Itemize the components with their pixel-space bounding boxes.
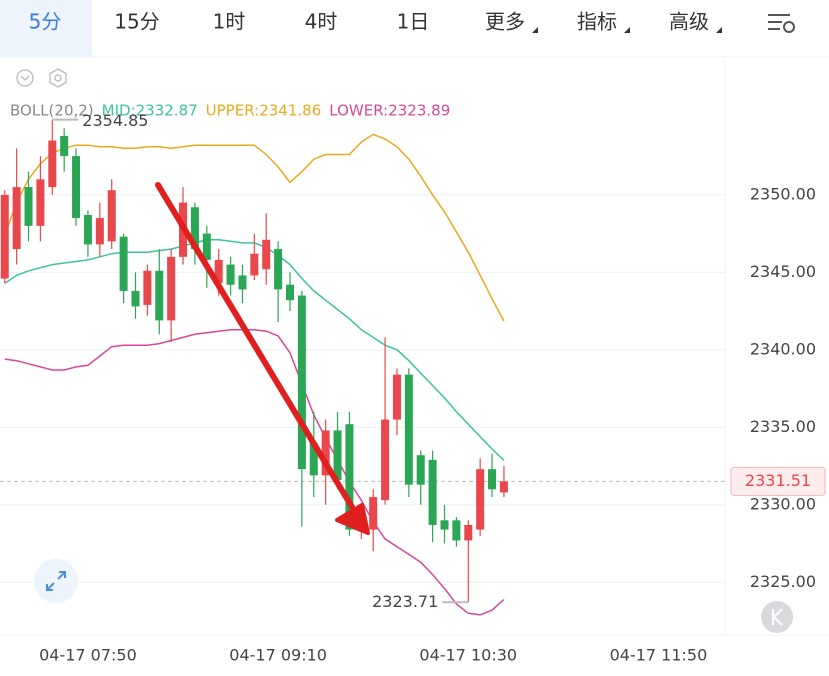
max-marker-label: 2354.85	[82, 111, 148, 130]
candle-body	[155, 270, 164, 321]
trend-arrow	[155, 182, 370, 535]
candle-body	[452, 520, 461, 541]
candle-body	[499, 481, 508, 493]
k-button[interactable]	[761, 601, 793, 633]
candle-body	[333, 430, 342, 481]
active-tab-bg	[0, 0, 92, 57]
y-tick-label: 2325.00	[750, 572, 816, 591]
candle-body	[428, 459, 437, 525]
candle-body	[202, 233, 211, 260]
candle-body	[12, 187, 21, 250]
candle-body	[404, 374, 413, 485]
candle-body	[36, 179, 45, 226]
boll-line	[4, 133, 505, 322]
candle-body	[143, 270, 152, 305]
expand-button[interactable]	[34, 559, 78, 603]
candle-body	[476, 469, 485, 530]
y-tick-label: 2340.00	[750, 339, 816, 358]
candle-body	[392, 374, 401, 420]
y-tick-label: 2345.00	[750, 262, 816, 281]
indicator-name: BOLL(20,2)	[10, 102, 94, 120]
candle-body	[309, 442, 318, 476]
candle-body	[167, 256, 176, 321]
legend-entry: MID:2332.87	[102, 102, 198, 120]
boll-line	[4, 328, 505, 616]
x-tick-label: 04-17 09:10	[229, 646, 327, 665]
settings-icon[interactable]	[768, 14, 795, 33]
candle-body	[0, 194, 9, 279]
candle-body	[119, 236, 128, 291]
candle-body	[190, 207, 199, 250]
dropdown-caret	[532, 27, 538, 33]
tab[interactable]: 15分	[114, 10, 159, 34]
candle-body	[250, 253, 259, 276]
candle-body	[488, 469, 497, 490]
candle-body	[72, 156, 81, 219]
candle-body	[60, 135, 69, 157]
candle-body	[83, 214, 92, 245]
toolbar-icons[interactable]	[16, 68, 67, 88]
candle-body	[131, 290, 140, 307]
candle-body	[214, 259, 223, 284]
legend-entry: LOWER:2323.89	[329, 102, 450, 120]
last-price-box	[730, 466, 826, 496]
x-tick-label: 04-17 11:50	[610, 646, 708, 665]
dropdown-caret	[624, 27, 630, 33]
candle-body	[274, 249, 283, 290]
candle-body	[321, 430, 330, 476]
tab[interactable]: 更多	[485, 10, 525, 34]
x-tick-label: 04-17 10:30	[419, 646, 517, 665]
y-tick-label: 2335.00	[750, 417, 816, 436]
candle-body	[345, 424, 354, 530]
candle-body	[226, 264, 235, 285]
candle-body	[381, 419, 390, 501]
candle-body	[262, 239, 271, 270]
tab[interactable]: 指标	[577, 10, 617, 34]
tab[interactable]: 1日	[397, 10, 430, 34]
y-tick-label: 2350.00	[750, 184, 816, 203]
candle-body	[369, 497, 378, 530]
candle-body	[416, 455, 425, 485]
candle-body	[48, 140, 57, 188]
dropdown-caret	[716, 27, 722, 33]
candle-body	[238, 275, 247, 290]
x-tick-label: 04-17 07:50	[39, 646, 137, 665]
legend-entry: UPPER:2341.86	[206, 102, 322, 120]
candle-body	[95, 218, 104, 245]
candle-body	[440, 520, 449, 530]
candle-body	[107, 190, 116, 242]
candle-body	[297, 295, 306, 470]
tab-bar: 5分 15分 1时 4时 1日 更多 指标 高级	[0, 0, 722, 57]
tab[interactable]: 1时	[213, 10, 246, 34]
y-tick-label: 2330.00	[750, 494, 816, 513]
candle-body	[286, 284, 294, 301]
candle-body	[464, 524, 473, 541]
tab[interactable]: 4时	[305, 10, 338, 34]
last-price-label: 2331.51	[745, 471, 811, 490]
min-marker-label: 2323.71	[372, 592, 438, 611]
tab[interactable]: 高级	[669, 10, 709, 34]
tab[interactable]: 5分	[29, 10, 62, 34]
candle-body	[24, 187, 33, 226]
